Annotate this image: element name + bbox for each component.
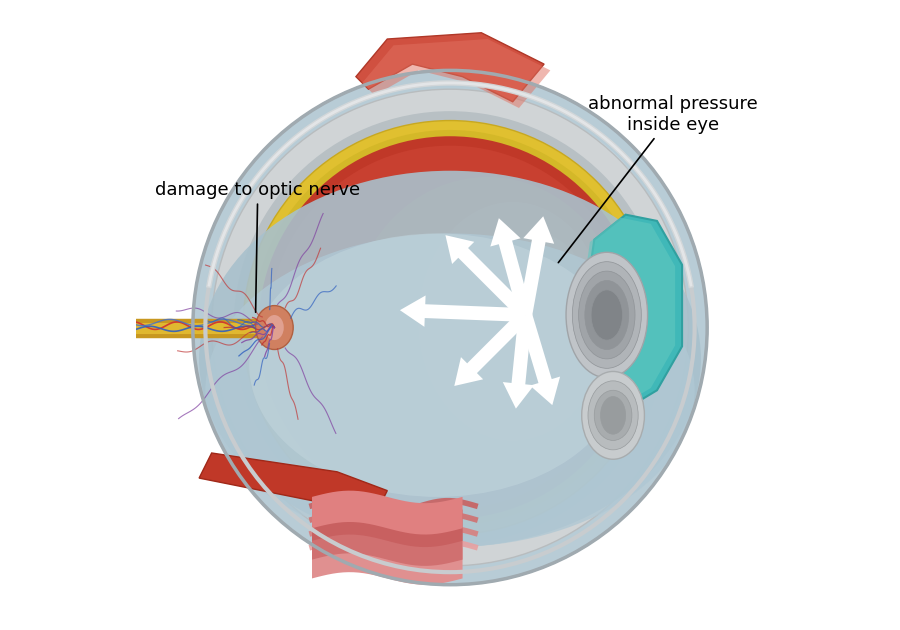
Ellipse shape <box>256 306 293 350</box>
Polygon shape <box>312 503 463 547</box>
Ellipse shape <box>268 146 632 510</box>
FancyArrow shape <box>518 313 560 405</box>
FancyArrow shape <box>446 235 530 320</box>
FancyArrow shape <box>491 218 532 317</box>
Ellipse shape <box>600 396 626 434</box>
FancyArrow shape <box>503 314 534 409</box>
Polygon shape <box>312 491 463 534</box>
Ellipse shape <box>594 390 632 440</box>
Polygon shape <box>588 215 682 409</box>
Ellipse shape <box>572 261 642 369</box>
Polygon shape <box>199 453 387 516</box>
FancyArrow shape <box>454 310 530 386</box>
Ellipse shape <box>205 234 695 547</box>
Ellipse shape <box>588 381 638 450</box>
Polygon shape <box>362 39 551 108</box>
Ellipse shape <box>252 130 648 525</box>
Ellipse shape <box>482 234 594 409</box>
Ellipse shape <box>249 234 626 497</box>
Ellipse shape <box>349 177 626 478</box>
Ellipse shape <box>581 372 644 459</box>
Ellipse shape <box>566 252 648 378</box>
FancyArrow shape <box>400 295 526 327</box>
Polygon shape <box>356 33 544 101</box>
Polygon shape <box>584 217 675 406</box>
FancyArrow shape <box>130 319 161 335</box>
Ellipse shape <box>591 290 623 340</box>
Polygon shape <box>312 541 463 585</box>
Ellipse shape <box>193 71 707 585</box>
Ellipse shape <box>293 101 670 453</box>
Ellipse shape <box>243 120 657 534</box>
Text: abnormal pressure
inside eye: abnormal pressure inside eye <box>558 95 758 263</box>
Ellipse shape <box>579 271 635 359</box>
Ellipse shape <box>234 111 666 544</box>
Ellipse shape <box>418 202 607 440</box>
Ellipse shape <box>265 315 284 340</box>
Ellipse shape <box>212 89 688 566</box>
Text: damage to optic nerve: damage to optic nerve <box>155 181 360 312</box>
Ellipse shape <box>258 136 642 519</box>
FancyArrow shape <box>518 216 554 316</box>
Ellipse shape <box>199 171 701 547</box>
Polygon shape <box>312 522 463 566</box>
Ellipse shape <box>585 280 629 350</box>
